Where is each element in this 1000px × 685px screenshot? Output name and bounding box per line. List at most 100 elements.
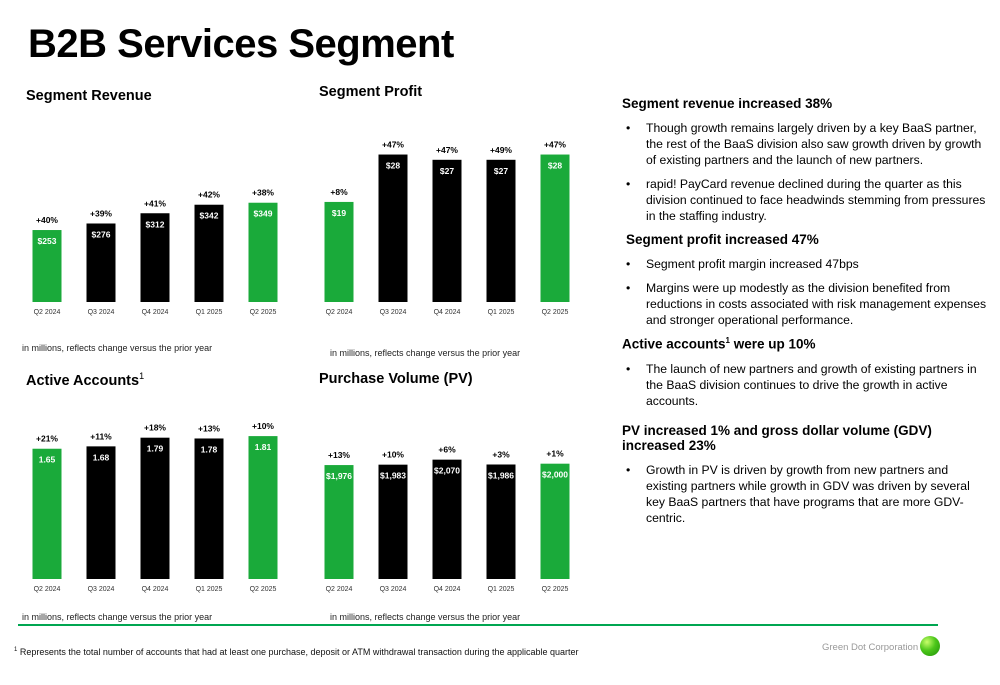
x-tick-label: Q4 2024 — [434, 586, 461, 593]
bar-value-label: $1,976 — [326, 471, 352, 481]
pv-points: Growth in PV is driven by growth from ne… — [622, 462, 987, 526]
accounts-points: The launch of new partners and growth of… — [622, 361, 987, 409]
bar-value-label: $312 — [146, 219, 165, 229]
bar-change-label: +21% — [36, 434, 58, 444]
brand-name: Green Dot Corporation — [822, 642, 919, 653]
profit-heading: Segment profit increased 47% — [626, 232, 819, 247]
list-item: Though growth remains largely driven by … — [622, 120, 987, 168]
x-tick-label: Q2 2024 — [326, 586, 353, 593]
bar-value-label: 1.65 — [39, 455, 56, 465]
bar — [324, 465, 354, 579]
bar — [140, 437, 170, 579]
x-tick-label: Q2 2025 — [250, 586, 277, 593]
list-item: Growth in PV is driven by growth from ne… — [622, 462, 987, 526]
bar-value-label: $28 — [386, 161, 400, 171]
bar-change-label: +39% — [90, 208, 112, 218]
x-tick-label: Q3 2024 — [88, 309, 115, 316]
bar-value-label: $342 — [200, 211, 219, 221]
bar-change-label: +49% — [490, 145, 512, 155]
x-tick-label: Q4 2024 — [142, 309, 169, 316]
bar — [248, 202, 278, 302]
x-tick-label: Q3 2024 — [380, 309, 407, 316]
commentary-panel: Segment revenue increased 38% Though gro… — [622, 96, 987, 534]
footer-divider — [18, 624, 938, 626]
bar-change-label: +38% — [252, 188, 274, 198]
bar-change-label: +13% — [328, 450, 350, 460]
bar — [486, 159, 516, 302]
accounts-chart: 1.65 +21% Q2 2024 1.68 +11% Q3 2024 1.79 +18% Q4… — [32, 421, 278, 593]
x-tick-label: Q4 2024 — [142, 586, 169, 593]
x-tick-label: Q1 2025 — [488, 586, 515, 593]
bar-change-label: +47% — [436, 145, 458, 155]
x-tick-label: Q1 2025 — [196, 586, 223, 593]
bar-value-label: $2,000 — [542, 470, 568, 480]
profit-chart-title: Segment Profit — [319, 84, 423, 100]
bar — [32, 230, 62, 302]
bar-value-label: 1.78 — [201, 444, 218, 454]
accounts-chart-title: Active Accounts1 — [26, 371, 144, 389]
footnote-sup: 1 — [14, 647, 18, 653]
profit-chart: $19 +8% Q2 2024 $28 +47% Q3 2024 $27 +47% Q4 202… — [324, 140, 570, 316]
list-item: rapid! PayCard revenue declined during t… — [622, 176, 987, 224]
bar-value-label: $276 — [92, 229, 111, 239]
bar-value-label: $349 — [254, 209, 273, 219]
footnote: 1 Represents the total number of account… — [14, 647, 579, 657]
bar — [140, 213, 170, 302]
bar-value-label: $1,983 — [380, 471, 406, 481]
bar-value-label: 1.81 — [255, 442, 272, 452]
bar-change-label: +40% — [36, 215, 58, 225]
pv-chart-title: Purchase Volume (PV) — [319, 371, 473, 387]
bar-change-label: +11% — [90, 431, 112, 441]
accounts-chart-title-sup: 1 — [139, 371, 145, 381]
bar — [194, 438, 224, 579]
bar-value-label: $27 — [494, 166, 508, 176]
footnote-text: Represents the total number of accounts … — [17, 647, 579, 657]
bar-change-label: +13% — [198, 423, 220, 433]
accounts-chart-note: in millions, reflects change versus the … — [22, 612, 213, 622]
revenue-chart-title: Segment Revenue — [26, 88, 152, 104]
bar — [86, 223, 116, 302]
bar — [486, 464, 516, 579]
bar-change-label: +10% — [382, 450, 404, 460]
revenue-heading: Segment revenue increased 38% — [622, 96, 833, 111]
x-tick-label: Q1 2025 — [196, 309, 223, 316]
bar-value-label: $253 — [38, 236, 57, 246]
bar-change-label: +10% — [252, 421, 274, 431]
x-tick-label: Q2 2024 — [326, 309, 353, 316]
accounts-heading-pre: Active accounts — [622, 336, 726, 352]
x-tick-label: Q2 2025 — [542, 309, 569, 316]
bar — [432, 159, 462, 302]
profit-points: Segment profit margin increased 47bps Ma… — [622, 256, 987, 328]
revenue-chart-note: in millions, reflects change versus the … — [22, 343, 213, 353]
x-tick-label: Q2 2024 — [34, 309, 61, 316]
x-tick-label: Q4 2024 — [434, 309, 461, 316]
profit-chart-note: in millions, reflects change versus the … — [330, 348, 521, 358]
bar — [248, 436, 278, 579]
bar-value-label: 1.68 — [93, 452, 110, 462]
bar — [378, 464, 408, 579]
bar-value-label: $19 — [332, 208, 346, 218]
bar — [540, 463, 570, 579]
x-tick-label: Q3 2024 — [88, 586, 115, 593]
bar-value-label: $28 — [548, 161, 562, 171]
bar-value-label: $1,986 — [488, 470, 514, 480]
bar — [32, 448, 62, 579]
bar-change-label: +47% — [544, 140, 566, 150]
accounts-heading-sup: 1 — [725, 336, 730, 345]
bar — [194, 204, 224, 302]
accounts-chart-title-text: Active Accounts — [26, 372, 140, 389]
bar-change-label: +1% — [546, 449, 564, 459]
pv-chart: $1,976 +13% Q2 2024 $1,983 +10% Q3 2024 $2,070… — [324, 445, 570, 593]
bar-change-label: +41% — [144, 198, 166, 208]
bar-change-label: +18% — [144, 423, 166, 433]
bar — [432, 459, 462, 579]
x-tick-label: Q2 2025 — [250, 309, 277, 316]
pv-heading: PV increased 1% and gross dollar volume … — [622, 422, 932, 453]
bar — [86, 446, 116, 579]
bar-change-label: +8% — [330, 187, 348, 197]
bar — [324, 201, 354, 302]
revenue-chart: $253 +40% Q2 2024 $276 +39% Q3 2024 $312 +41% Q4… — [32, 188, 278, 316]
accounts-heading-post: were up 10% — [730, 336, 816, 352]
x-tick-label: Q2 2025 — [542, 586, 569, 593]
bar-change-label: +3% — [492, 449, 510, 459]
